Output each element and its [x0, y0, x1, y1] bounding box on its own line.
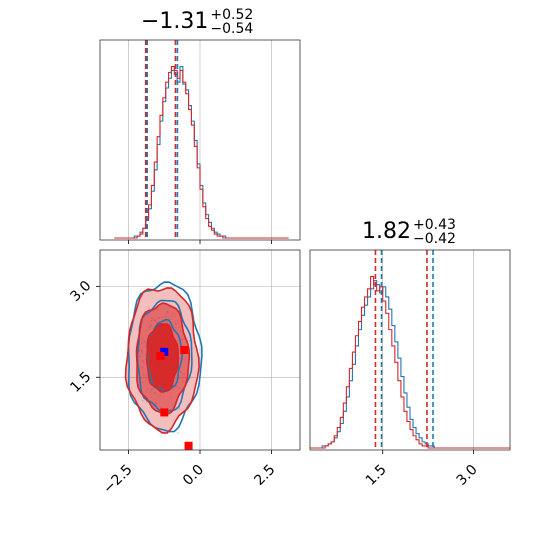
top-left-grid	[128, 40, 272, 244]
bottom-left-frame	[99, 249, 301, 451]
title-top-left-value: −1.31	[141, 9, 209, 34]
blue-contour-line	[127, 281, 203, 433]
title-bottom-right: 1.82 +0.43 −0.42	[362, 218, 456, 246]
bottom-left-sample-point	[141, 399, 144, 402]
bottom-left-x-tick-label: 0.0	[180, 462, 207, 489]
title-bottom-right-value: 1.82	[362, 219, 411, 244]
bottom-right-x-tick-label: 1.5	[363, 462, 390, 489]
red-marker	[160, 408, 169, 417]
blue-contour-line	[146, 318, 183, 393]
red-contour-line	[124, 287, 200, 434]
red-marker	[180, 346, 189, 354]
bottom-right-frame	[309, 249, 511, 451]
bottom-left-sample-point	[187, 410, 189, 412]
red-contour-line	[135, 302, 191, 415]
bottom-left-x-tick-label: −2.5	[100, 462, 135, 497]
bottom-right-x-tick-label: 3.0	[454, 462, 481, 489]
title-bottom-right-plus: +0.43	[412, 217, 456, 233]
title-top-left: −1.31 +0.52 −0.54	[141, 8, 253, 36]
title-top-left-minus: −0.54	[210, 21, 254, 37]
bottom-right-hist-red	[310, 276, 510, 449]
bottom-left-sample-point	[188, 340, 191, 342]
bottom-left-y-tick-label: 3.0	[67, 278, 94, 305]
red-marker	[156, 352, 165, 361]
red-marker	[184, 441, 193, 450]
bottom-left-sample-point	[148, 306, 151, 309]
title-bottom-right-minus: −0.42	[412, 231, 456, 247]
bottom-left-sample-point	[177, 432, 179, 435]
blue-marker	[160, 347, 169, 356]
top-left-frame	[99, 39, 301, 241]
bottom-left-sample-point	[186, 336, 189, 339]
title-top-left-plus: +0.52	[210, 7, 254, 23]
top-left-hist-red	[114, 66, 289, 239]
bottom-left-sample-point	[178, 408, 180, 410]
red-contour-line	[145, 323, 180, 393]
bottom-right-grid: 1.5 3.0	[363, 250, 481, 489]
bottom-left-y-tick-label: 1.5	[67, 369, 94, 396]
top-left-hist-blue	[114, 66, 289, 239]
bottom-left-x-tick-label: 2.5	[251, 462, 278, 489]
